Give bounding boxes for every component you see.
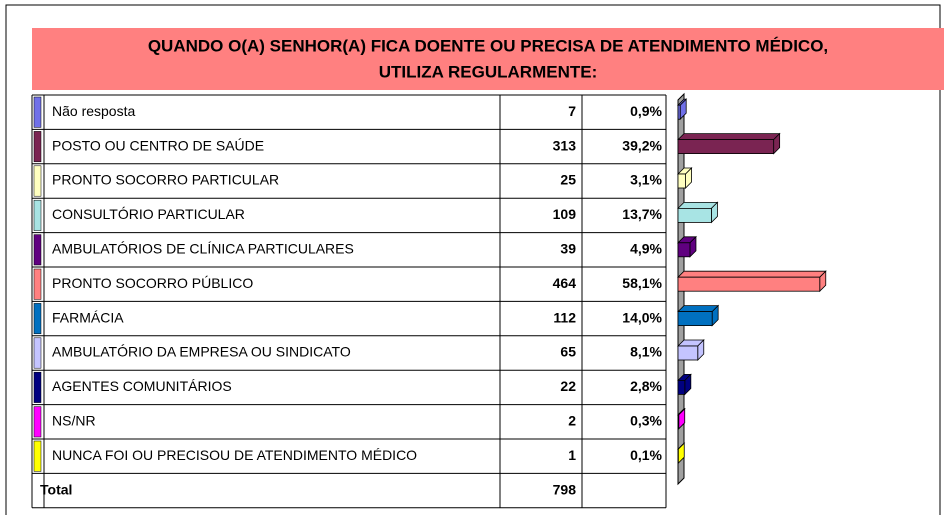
total: 798 [553, 481, 577, 497]
category-label: NS/NR [52, 413, 96, 429]
bar [677, 139, 775, 155]
count: 7 [568, 103, 576, 119]
color-key [33, 268, 42, 300]
color-key [33, 165, 42, 197]
bar [677, 345, 699, 361]
count: 464 [553, 275, 577, 291]
count: 65 [560, 344, 576, 360]
title: QUANDO O(A) SENHOR(A) FICA DOENTE OU PRE… [148, 36, 828, 55]
value-label: 58,1% [622, 275, 662, 291]
category-label: FARMÁCIA [52, 309, 124, 325]
bar [677, 414, 680, 430]
bar [677, 276, 821, 292]
color-key [33, 303, 42, 335]
bar-top [677, 305, 720, 313]
category-label: POSTO OU CENTRO DE SAÚDE [52, 137, 264, 153]
color-key [33, 234, 42, 266]
count: 1 [568, 447, 576, 463]
bar-top [677, 133, 781, 141]
count: 22 [560, 378, 576, 394]
category-label: AGENTES COMUNITÁRIOS [52, 378, 232, 394]
bar-top [677, 270, 827, 278]
category-label: PRONTO SOCORRO PARTICULAR [52, 172, 279, 188]
color-key [33, 440, 42, 472]
value-label: 0,9% [630, 103, 662, 119]
bar [677, 379, 686, 395]
value-label: 14,0% [622, 309, 662, 325]
category-label: AMBULATÓRIO DA EMPRESA OU SINDICATO [52, 344, 351, 360]
color-key [33, 96, 42, 128]
color-key [33, 406, 42, 438]
bar [677, 173, 686, 189]
color-key [33, 199, 42, 231]
frame [5, 4, 941, 515]
category-label: CONSULTÓRIO PARTICULAR [52, 206, 245, 222]
value-label: 13,7% [622, 206, 662, 222]
bar [677, 242, 691, 258]
title-band [32, 28, 944, 90]
value-label: 2,8% [630, 378, 662, 394]
count: 313 [553, 137, 577, 153]
category-label: PRONTO SOCORRO PÚBLICO [52, 275, 253, 291]
count: 25 [560, 172, 576, 188]
value-label: 3,1% [630, 172, 662, 188]
total-label: Total [40, 481, 72, 497]
count: 2 [568, 413, 576, 429]
value-label: 39,2% [622, 137, 662, 153]
count: 109 [553, 206, 577, 222]
category-label: NUNCA FOI OU PRECISOU DE ATENDIMENTO MÉD… [52, 447, 417, 463]
bar [677, 104, 681, 120]
bar-top [677, 201, 719, 209]
category-label: AMBULATÓRIOS DE CLÍNICA PARTICULARES [52, 241, 354, 257]
count: 39 [560, 241, 576, 257]
value-label: 4,9% [630, 241, 662, 257]
category-label: Não resposta [52, 103, 135, 119]
bar [677, 311, 713, 327]
color-key [33, 131, 42, 163]
bar [677, 207, 712, 223]
count: 112 [553, 309, 576, 325]
value-label: 0,3% [630, 413, 662, 429]
color-key [33, 371, 42, 403]
color-key [33, 337, 42, 369]
title: UTILIZA REGULARMENTE: [379, 62, 597, 81]
value-label: 0,1% [630, 447, 662, 463]
value-label: 8,1% [630, 344, 662, 360]
